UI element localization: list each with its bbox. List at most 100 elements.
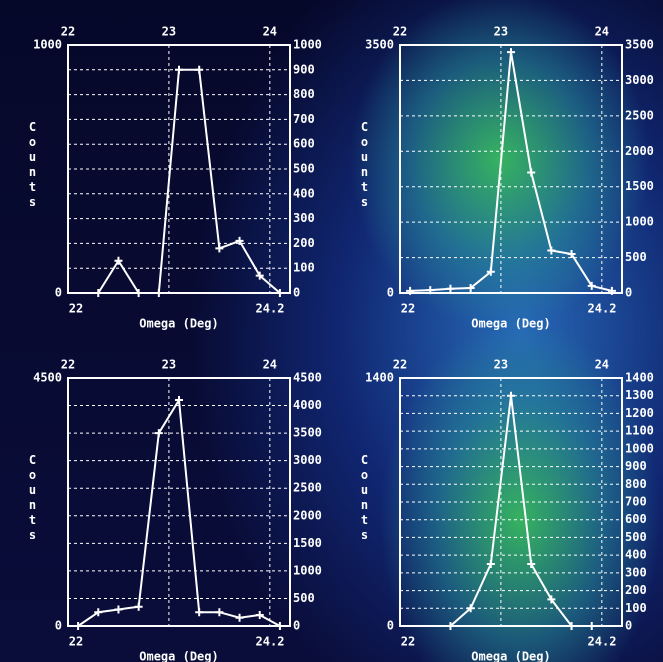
- data-point: [134, 602, 143, 611]
- y-tick-label: 3500: [293, 426, 322, 440]
- data-point: [134, 289, 143, 297]
- data-point: [567, 250, 576, 259]
- y-tick-label: 0: [293, 619, 300, 633]
- data-point: [466, 604, 475, 613]
- y-tick-label: 200: [293, 236, 315, 250]
- y-axis-label: Counts: [358, 453, 372, 543]
- y-tick-label: 500: [625, 250, 647, 264]
- data-point: [154, 289, 163, 297]
- x-limit-label: 24.2: [256, 635, 285, 649]
- y-tick-label: 500: [293, 591, 315, 605]
- data-point: [215, 244, 224, 253]
- y-tick-label: 1000: [293, 38, 322, 52]
- y-tick-label-left: 1000: [33, 38, 62, 52]
- y-tick-label: 900: [625, 459, 647, 473]
- data-point: [426, 286, 435, 295]
- data-line: [77, 396, 281, 627]
- y-tick-label: 100: [293, 261, 315, 275]
- y-tick-label: 200: [625, 583, 647, 597]
- data-point: [607, 286, 616, 295]
- plot-frame: [399, 44, 623, 294]
- y-tick-label: 0: [293, 286, 300, 300]
- plot-frame: [67, 377, 291, 627]
- y-tick-label: 2500: [293, 481, 322, 495]
- x-limit-label: 24.2: [256, 302, 285, 316]
- data-point: [587, 281, 596, 290]
- y-tick-label-left: 1400: [365, 371, 394, 385]
- y-axis-label: Counts: [26, 453, 40, 543]
- data-point: [466, 284, 475, 293]
- y-tick-label-left: 0: [387, 286, 394, 300]
- y-tick-label-left: 4500: [33, 371, 62, 385]
- y-tick-label: 4500: [293, 371, 322, 385]
- data-point: [94, 608, 103, 617]
- y-tick-label: 1000: [293, 563, 322, 577]
- data-point: [235, 613, 244, 622]
- data-line: [410, 51, 613, 292]
- y-tick-label: 3000: [625, 73, 654, 87]
- x-tick-label: 23: [494, 358, 508, 372]
- y-tick-label: 100: [625, 601, 647, 615]
- data-point: [567, 622, 576, 630]
- x-limit-label: 22: [69, 302, 83, 316]
- data-point: [275, 622, 284, 630]
- x-tick-label: 23: [494, 25, 508, 39]
- x-tick-label: 24: [263, 25, 277, 39]
- y-tick-label: 2000: [293, 508, 322, 522]
- x-tick-label: 24: [595, 358, 609, 372]
- data-point: [527, 560, 536, 568]
- y-tick-label: 300: [293, 211, 315, 225]
- y-tick-label: 1300: [625, 388, 654, 402]
- y-tick-label: 1000: [625, 441, 654, 455]
- data-point: [195, 65, 204, 74]
- x-limit-label: 24.2: [588, 302, 617, 316]
- data-point: [587, 622, 596, 630]
- y-tick-label: 600: [625, 512, 647, 526]
- y-tick-label: 700: [625, 495, 647, 509]
- data-point: [235, 236, 244, 245]
- x-limit-label: 22: [69, 635, 83, 649]
- x-tick-label: 23: [162, 25, 176, 39]
- y-tick-label: 0: [625, 286, 632, 300]
- y-tick-label: 2500: [625, 108, 654, 122]
- x-tick-label: 22: [61, 358, 75, 372]
- x-axis-label: Omega (Deg): [139, 317, 218, 331]
- y-tick-label: 400: [293, 186, 315, 200]
- y-tick-label-left: 3500: [365, 38, 394, 52]
- data-point: [486, 267, 495, 276]
- data-point: [507, 48, 515, 57]
- data-point: [507, 391, 515, 400]
- x-axis-label: Omega (Deg): [471, 317, 550, 331]
- data-point: [175, 65, 183, 74]
- y-tick-label: 1000: [625, 215, 654, 229]
- y-tick-label-left: 0: [387, 619, 394, 633]
- data-point: [486, 560, 495, 568]
- data-point: [74, 622, 83, 630]
- data-point: [255, 271, 264, 280]
- x-limit-label: 22: [401, 635, 415, 649]
- x-tick-label: 24: [595, 25, 609, 39]
- data-point: [114, 256, 123, 265]
- y-tick-label: 500: [625, 530, 647, 544]
- y-tick-label-left: 0: [55, 619, 62, 633]
- x-axis-label: Omega (Deg): [471, 650, 550, 662]
- y-tick-label: 900: [293, 62, 315, 76]
- x-axis-label: Omega (Deg): [139, 650, 218, 662]
- y-tick-label: 500: [293, 162, 315, 176]
- data-line: [97, 68, 281, 294]
- data-point: [195, 608, 204, 617]
- data-point: [275, 289, 284, 297]
- data-point: [255, 610, 264, 619]
- data-point: [94, 289, 103, 297]
- data-line: [449, 395, 592, 627]
- y-tick-label: 1500: [625, 179, 654, 193]
- data-point: [154, 429, 163, 438]
- data-point: [547, 595, 556, 604]
- x-limit-label: 24.2: [588, 635, 617, 649]
- data-point: [215, 608, 224, 617]
- data-point: [547, 246, 556, 255]
- y-tick-label: 800: [625, 477, 647, 491]
- x-tick-label: 24: [263, 358, 277, 372]
- x-tick-label: 22: [61, 25, 75, 39]
